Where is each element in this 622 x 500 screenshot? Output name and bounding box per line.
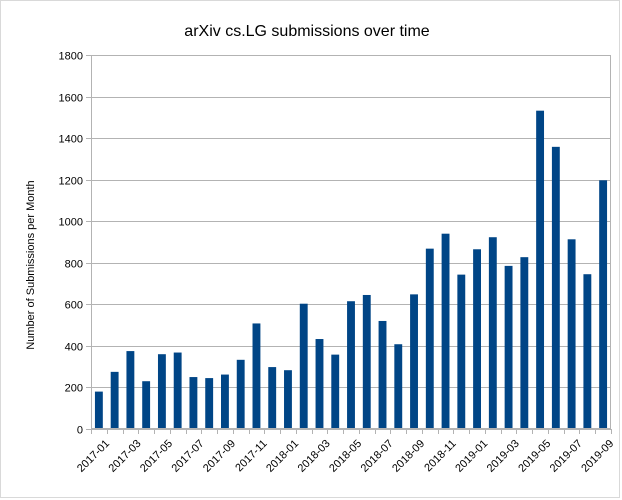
bar-2017-01 — [94, 391, 103, 429]
x-tick-label: 2019-01 — [453, 438, 490, 475]
x-tick-label: 2018-09 — [390, 438, 427, 475]
x-tick-label: 2019-05 — [516, 438, 553, 475]
y-tick-label: 600 — [65, 300, 83, 312]
bar-2019-02 — [488, 237, 497, 429]
y-tick-label: 1600 — [59, 93, 83, 105]
bar-2018-10 — [425, 248, 434, 429]
bar-2019-01 — [473, 249, 481, 429]
bar-2019-09 — [599, 180, 608, 429]
x-tick-label: 2017-03 — [107, 438, 144, 475]
y-tick-label: 0 — [77, 425, 83, 437]
bar-2019-07 — [567, 239, 576, 429]
plot-border — [91, 55, 611, 429]
bar-2018-05 — [347, 301, 355, 429]
y-tick-label: 800 — [65, 259, 83, 271]
bar-2017-10 — [236, 359, 245, 429]
bar-2017-09 — [221, 374, 229, 429]
y-tick-label: 1400 — [59, 134, 83, 146]
y-tick-label: 1200 — [59, 176, 83, 188]
bar-2018-08 — [394, 344, 403, 429]
bar-2017-07 — [189, 377, 198, 429]
bar-2019-04 — [520, 257, 529, 429]
x-tick-label: 2018-01 — [264, 438, 301, 475]
x-tick-label: 2019-03 — [485, 438, 522, 475]
bar-2018-09 — [410, 294, 418, 429]
axes — [91, 55, 612, 434]
bar-2018-11 — [441, 233, 450, 429]
bar-2017-04 — [142, 381, 151, 429]
bar-2017-06 — [173, 352, 182, 429]
bar-2018-01 — [284, 370, 292, 429]
x-tick-label: 2018-07 — [359, 438, 396, 475]
bar-2017-08 — [205, 378, 214, 429]
y-tick-label: 1800 — [59, 51, 83, 63]
x-tick-label: 2018-03 — [296, 438, 333, 475]
bar-2018-06 — [362, 294, 371, 429]
x-tick-label: 2017-01 — [75, 438, 112, 475]
bar-2019-03 — [504, 265, 513, 429]
y-axis-label: Number of Submissions per Month — [25, 180, 37, 349]
x-tick-label: 2018-11 — [422, 438, 458, 474]
bar-2017-03 — [126, 351, 135, 429]
bar-2017-11 — [252, 323, 261, 429]
bar-2018-07 — [378, 320, 387, 429]
x-tick-label: 2018-05 — [327, 438, 364, 475]
y-tick-label: 200 — [65, 383, 83, 395]
x-tick-label: 2019-09 — [579, 438, 616, 475]
chart-title: arXiv cs.LG submissions over time — [184, 23, 430, 40]
x-tick-label: 2017-05 — [138, 438, 175, 475]
x-tick-label: 2017-09 — [201, 438, 238, 475]
x-tick-label: 2019-07 — [548, 438, 585, 475]
x-tick-label: 2017-07 — [170, 438, 207, 475]
bar-2018-04 — [331, 354, 340, 429]
bar-2017-12 — [268, 367, 277, 429]
bar-2019-06 — [551, 146, 560, 429]
x-tick-label: 2017-11 — [233, 438, 269, 474]
bar-2018-02 — [299, 303, 308, 429]
y-tick-labels: 0 200 400 600 800 1000 1200 1400 1600 1800 — [59, 51, 83, 437]
y-tick-label: 1000 — [59, 217, 83, 229]
bar-2019-05 — [536, 110, 545, 430]
bars — [94, 110, 608, 430]
bar-2018-12 — [457, 274, 466, 429]
bar-2017-05 — [157, 354, 166, 429]
bar-2017-02 — [110, 371, 119, 429]
bar-2019-08 — [583, 274, 592, 429]
y-tick-label: 400 — [65, 342, 83, 354]
x-tick-labels: 2017-012017-032017-052017-072017-092017-… — [75, 438, 616, 475]
bar-2018-03 — [315, 339, 324, 429]
